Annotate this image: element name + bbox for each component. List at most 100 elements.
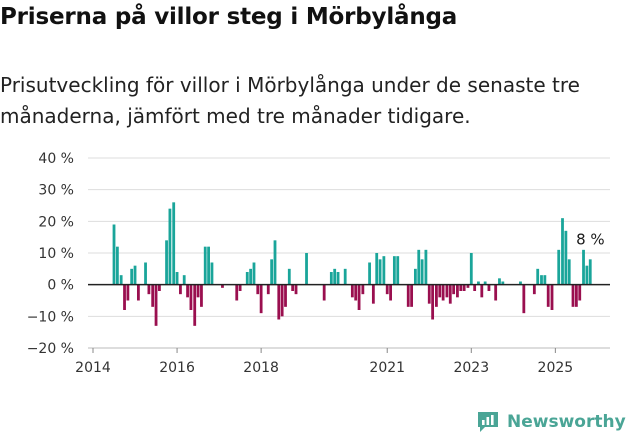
bar [287, 268, 291, 285]
bar [557, 249, 561, 285]
bar [396, 256, 400, 285]
bar [196, 284, 200, 298]
bar [193, 284, 197, 326]
bar [420, 259, 424, 285]
y-tick-label: −10 % [27, 309, 74, 325]
bar [175, 272, 179, 285]
bar [574, 284, 578, 307]
newsworthy-logo-icon [478, 412, 498, 432]
bar [588, 259, 592, 285]
bar [435, 284, 438, 307]
x-axis: 2014 2016 2018 2021 2023 2025 [75, 283, 610, 376]
y-tick-label: 40 % [38, 151, 74, 167]
bar [540, 275, 543, 285]
bar [126, 284, 130, 301]
bar [329, 272, 333, 285]
bar [168, 208, 172, 285]
x-tick-label: 2016 [159, 360, 195, 376]
bar [389, 284, 392, 301]
bar [494, 284, 498, 301]
brand-name: Newsworthy [507, 412, 626, 432]
bar [501, 281, 505, 285]
bar [336, 272, 340, 285]
bar [546, 284, 550, 307]
bar [277, 284, 281, 320]
bar [294, 284, 298, 295]
bar [410, 284, 414, 307]
bar [371, 284, 375, 304]
bar [259, 284, 263, 314]
bar [252, 262, 256, 285]
bar [280, 284, 284, 317]
bar [154, 284, 158, 326]
x-tick-label: 2025 [538, 360, 574, 376]
bar [385, 284, 389, 295]
bar [532, 284, 536, 295]
bar [235, 284, 239, 301]
bar [119, 275, 123, 285]
y-tick-label: 10 % [38, 246, 74, 262]
bar [417, 249, 421, 285]
bar [448, 284, 452, 304]
y-tick-label: 20 % [38, 214, 74, 230]
bar [165, 240, 168, 285]
bar [564, 230, 568, 285]
bar [567, 259, 571, 285]
bar [136, 284, 140, 301]
bar [477, 281, 480, 285]
bar [270, 259, 274, 285]
bar [585, 265, 589, 285]
y-axis-labels: 40 % 30 % 20 % 10 % 0 % −10 % −20 % [27, 151, 74, 357]
bar [483, 281, 487, 285]
bar [473, 284, 477, 291]
y-tick-label: −20 % [27, 341, 74, 357]
bar [210, 262, 214, 285]
bar [112, 224, 116, 285]
bar [406, 284, 410, 307]
bar [354, 284, 358, 301]
bar [522, 284, 526, 314]
bar [172, 202, 176, 285]
x-tick-label: 2023 [453, 360, 489, 376]
bar [147, 284, 151, 295]
bar [123, 284, 126, 310]
bar [582, 249, 585, 285]
bar [441, 284, 445, 301]
bar [133, 265, 137, 285]
bar [375, 253, 379, 285]
y-tick-label: 0 % [47, 278, 74, 294]
bar [189, 284, 193, 310]
bar [115, 246, 119, 285]
x-tick-label: 2018 [243, 360, 279, 376]
bar [459, 284, 463, 291]
bar [431, 284, 435, 320]
bar [452, 284, 456, 295]
bar [144, 262, 147, 285]
bars [112, 202, 592, 326]
bar [350, 284, 354, 298]
bar [266, 284, 270, 295]
bar [536, 268, 540, 285]
bar [305, 253, 308, 285]
bar [158, 284, 161, 291]
bar [151, 284, 155, 307]
bar [322, 284, 326, 301]
bar [438, 284, 442, 298]
page-title: Priserna på villor steg i Mörbylånga [0, 4, 458, 30]
bar [378, 259, 382, 285]
bar [368, 262, 371, 285]
bar [343, 268, 347, 285]
bar [462, 284, 466, 291]
bar [221, 284, 224, 288]
bar [561, 218, 564, 285]
bar [392, 256, 396, 285]
bar [466, 284, 470, 288]
bar [498, 278, 501, 285]
bar [130, 268, 134, 285]
bar [179, 284, 182, 295]
x-tick-label: 2021 [369, 360, 405, 376]
y-tick-label: 30 % [38, 183, 74, 199]
bar [456, 284, 459, 298]
x-tick-label: 2014 [75, 360, 111, 376]
bar [203, 246, 207, 285]
